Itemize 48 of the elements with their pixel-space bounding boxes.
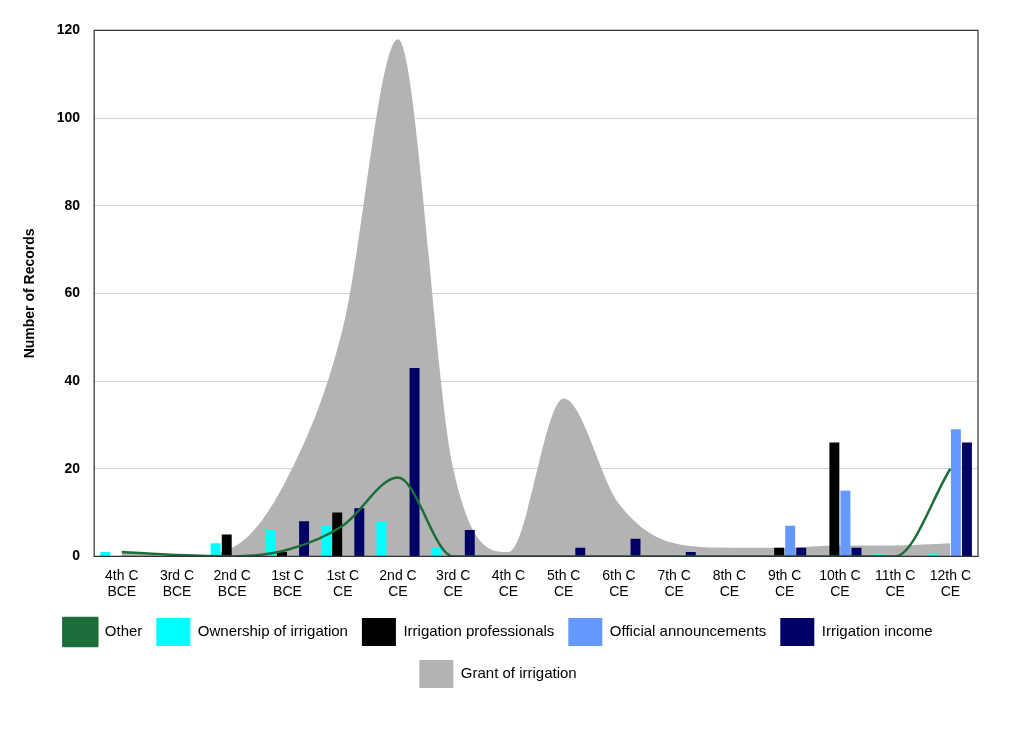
x-tick-label: 3rd C CE (436, 566, 471, 600)
x-tick-label: 11th C CE (875, 566, 916, 600)
x-tick-label: 7th C CE (657, 566, 691, 600)
x-tick-label: 3rd C BCE (159, 566, 195, 600)
x-tick-label: 6th C CE (602, 566, 636, 600)
bar (431, 547, 442, 556)
legend-label: Ownership of irrigation (197, 622, 348, 640)
y-axis-title: Number of Records (21, 228, 38, 359)
y-tick-label: 80 (64, 196, 81, 213)
x-tick-label: 1st C CE (326, 566, 360, 600)
bar (332, 512, 343, 556)
legend-label: Official announcements (609, 622, 767, 640)
legend-label: Irrigation professionals (403, 622, 555, 640)
bar (376, 521, 387, 556)
bar (210, 543, 221, 556)
bar (950, 429, 961, 556)
y-tick-label: 0 (72, 547, 81, 564)
y-tick-label: 100 (56, 108, 81, 125)
bar (409, 367, 420, 556)
y-tick-label: 120 (56, 21, 81, 38)
x-tick-label: 10th C CE (819, 566, 861, 600)
bar (785, 525, 796, 556)
x-tick-label: 2nd C CE (379, 566, 417, 600)
bar (840, 490, 851, 556)
x-tick-label: 5th C CE (546, 566, 581, 600)
x-tick-label: 12th C CE (929, 566, 971, 600)
bar (221, 534, 232, 556)
legend-label: Irrigation income (821, 622, 933, 640)
legend-label: Other (104, 622, 143, 640)
x-tick-label: 2nd C BCE (213, 566, 251, 600)
x-tick-label: 9th C CE (767, 566, 802, 600)
legend-label: Grant of irrigation (460, 664, 577, 682)
bar (464, 530, 475, 556)
bar (100, 552, 111, 556)
bar (961, 442, 972, 556)
x-tick-label: 4th C BCE (105, 566, 139, 600)
line-series (120, 467, 952, 557)
bar (277, 552, 287, 556)
x-tick-label: 4th C CE (491, 566, 526, 600)
bar (829, 442, 840, 556)
y-tick-label: 60 (64, 284, 81, 301)
x-tick-label: 8th C CE (712, 566, 747, 600)
bar (299, 521, 310, 556)
bar (354, 508, 365, 556)
y-tick-label: 40 (64, 371, 81, 388)
bar (265, 530, 276, 556)
x-tick-label: 1st C BCE (271, 566, 304, 600)
y-tick-label: 20 (64, 459, 81, 476)
